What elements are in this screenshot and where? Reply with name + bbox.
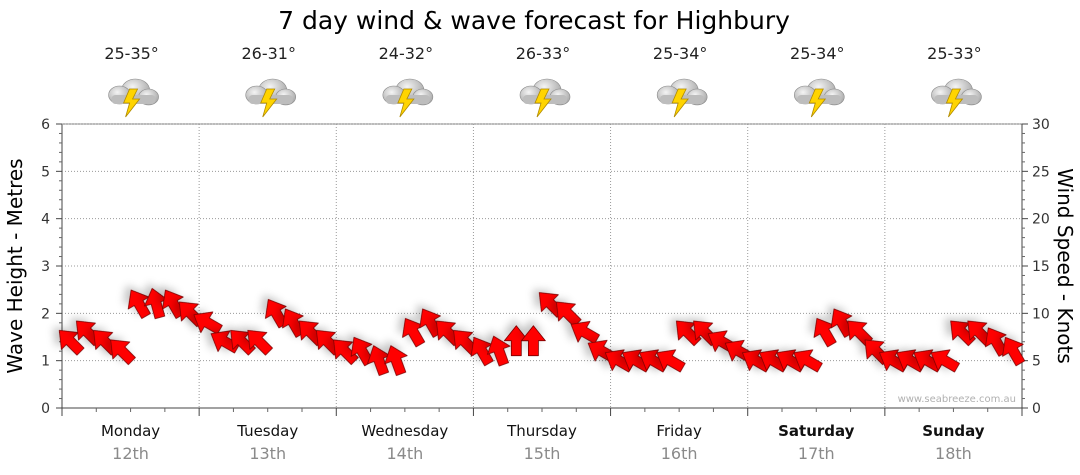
day-name-label: Friday xyxy=(656,422,702,440)
day-date-label: 15th xyxy=(524,444,561,463)
left-axis-label: Wave Height - Metres xyxy=(3,158,27,373)
chart-title: 7 day wind & wave forecast for Highbury xyxy=(278,6,790,35)
thunderstorm-icon xyxy=(109,79,159,117)
day-date-label: 16th xyxy=(661,444,698,463)
right-tick-label: 0 xyxy=(1032,401,1041,417)
left-tick-label: 4 xyxy=(41,212,50,228)
right-tick-label: 15 xyxy=(1032,259,1050,275)
day-date-label: 17th xyxy=(798,444,835,463)
right-tick-label: 10 xyxy=(1032,306,1050,322)
thunderstorm-icon xyxy=(520,79,570,117)
thunderstorm-icon xyxy=(246,79,296,117)
left-tick-label: 2 xyxy=(41,306,50,322)
day-temperature: 25-34° xyxy=(653,44,708,63)
watermark: www.seabreeze.com.au xyxy=(898,394,1016,405)
day-date-label: 14th xyxy=(386,444,423,463)
day-name-label: Tuesday xyxy=(236,422,298,440)
right-axis-label: Wind Speed - Knots xyxy=(1053,168,1077,364)
day-temperature: 26-31° xyxy=(241,44,296,63)
right-tick-label: 20 xyxy=(1032,212,1050,228)
day-temperature: 24-32° xyxy=(379,44,434,63)
thunderstorm-icon xyxy=(657,79,707,117)
right-tick-label: 30 xyxy=(1032,117,1050,133)
day-name-label: Monday xyxy=(101,422,160,440)
day-temperature: 26-33° xyxy=(516,44,571,63)
left-tick-label: 6 xyxy=(41,117,50,133)
thunderstorm-icon xyxy=(931,79,981,117)
wind-arrow xyxy=(521,326,545,356)
thunderstorm-icon xyxy=(794,79,844,117)
day-name-label: Wednesday xyxy=(361,422,448,440)
right-tick-label: 25 xyxy=(1032,164,1050,180)
day-name-label: Thursday xyxy=(506,422,577,440)
left-tick-label: 3 xyxy=(41,259,50,275)
day-date-label: 13th xyxy=(249,444,286,463)
right-tick-label: 5 xyxy=(1032,354,1041,370)
day-date-label: 18th xyxy=(935,444,972,463)
day-name-label: Saturday xyxy=(778,422,855,440)
day-date-label: 12th xyxy=(112,444,149,463)
left-tick-label: 5 xyxy=(41,164,50,180)
left-tick-label: 1 xyxy=(41,354,50,370)
day-temperature: 25-35° xyxy=(104,44,159,63)
thunderstorm-icon xyxy=(383,79,433,117)
day-temperature: 25-34° xyxy=(790,44,845,63)
left-tick-label: 0 xyxy=(41,401,50,417)
day-temperature: 25-33° xyxy=(927,44,982,63)
day-name-label: Sunday xyxy=(922,422,985,440)
